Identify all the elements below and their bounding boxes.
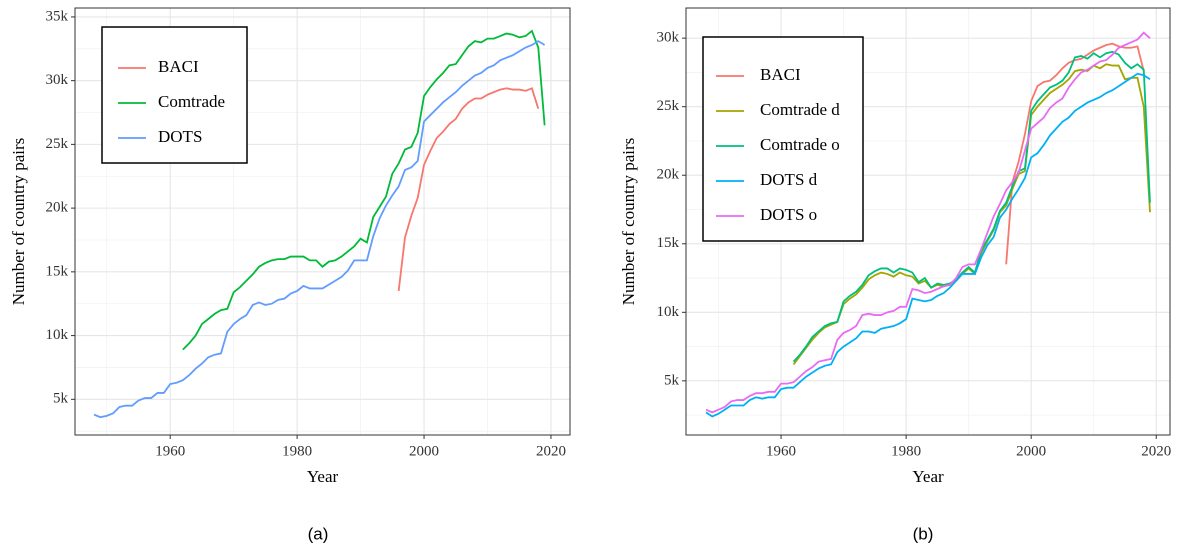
y-tick-label: 10k: [657, 304, 680, 320]
y-tick-label: 35k: [46, 8, 69, 24]
y-tick-label: 25k: [46, 136, 69, 152]
caption: (a): [308, 524, 329, 543]
legend-label: BACI: [158, 57, 199, 76]
chart-panel: 5k 10k 15k 20k 25k 30k 1960 1980 2000 2020 Year Num…: [619, 7, 1171, 543]
x-tick-label: 1980: [282, 443, 312, 459]
y-axis-title: Number of country pairs: [619, 138, 638, 306]
series-line: [705, 72, 1151, 418]
legend-label: DOTS o: [760, 205, 817, 224]
y-tick-label: 5k: [53, 391, 69, 407]
plot-border: [74, 7, 571, 436]
legend-label: Comtrade: [158, 92, 225, 111]
y-tick-label: 25k: [657, 98, 680, 114]
legend-label: Comtrade d: [760, 100, 840, 119]
legend-label: DOTS: [158, 127, 202, 146]
x-axis-title: Year: [307, 467, 339, 486]
plot-border: [685, 7, 1171, 436]
legend-label: Comtrade o: [760, 135, 840, 154]
y-tick-label: 20k: [657, 167, 680, 183]
legend-box: [702, 36, 864, 242]
legend-label: BACI: [760, 65, 801, 84]
x-tick-label: 1960: [766, 443, 796, 459]
y-tick-label: 30k: [657, 30, 680, 46]
x-tick-label: 2000: [1016, 443, 1046, 459]
x-tick-label: 2020: [1141, 443, 1171, 459]
x-tick-label: 2020: [536, 443, 566, 459]
series-line: [93, 40, 546, 419]
y-tick-label: 20k: [46, 200, 69, 216]
legend-label: DOTS d: [760, 170, 818, 189]
y-tick-label: 5k: [664, 372, 680, 388]
x-axis-title: Year: [912, 467, 944, 486]
series-line: [705, 31, 1151, 414]
y-tick-label: 15k: [46, 263, 69, 279]
series-line: [397, 87, 540, 292]
series-line: [792, 50, 1151, 363]
chart-panel: 5k 10k 15k 20k 25k 30k 35k 1960 1980 2000 2020 Year…: [9, 7, 571, 543]
x-tick-label: 1960: [155, 443, 185, 459]
y-tick-label: 10k: [46, 327, 69, 343]
y-tick-label: 30k: [46, 72, 69, 88]
y-tick-label: 15k: [657, 235, 680, 251]
x-tick-label: 1980: [891, 443, 921, 459]
x-tick-label: 2000: [409, 443, 439, 459]
caption: (b): [913, 524, 934, 543]
legend-box: [101, 26, 248, 164]
y-axis-title: Number of country pairs: [9, 138, 28, 306]
series-line: [182, 29, 546, 351]
